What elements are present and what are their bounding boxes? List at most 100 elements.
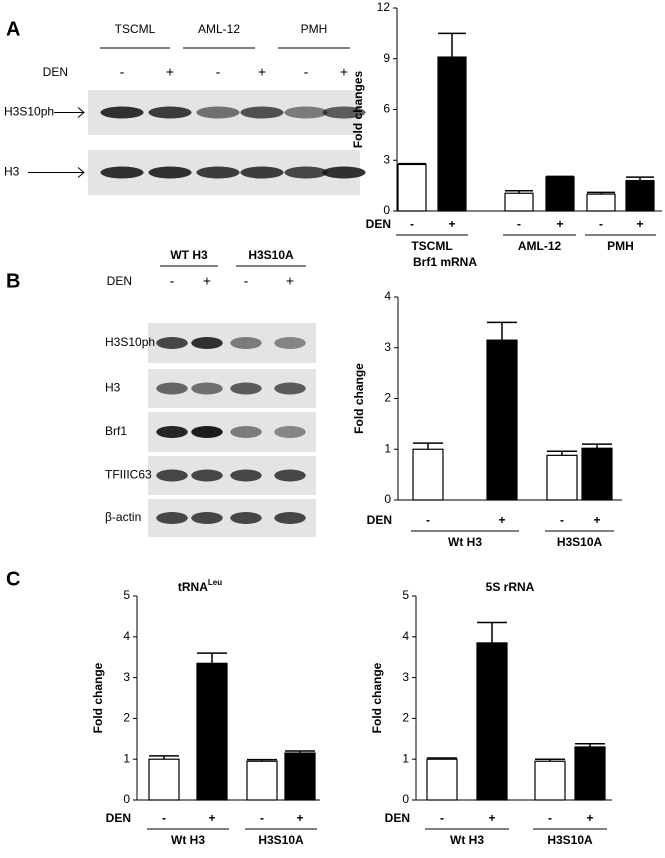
bar [581,447,613,501]
blot-band [196,106,240,119]
x-tick-label: - [260,811,264,825]
den-label: DEN [367,513,392,527]
group-label: Wt H3 [171,833,205,847]
den-sign: - [170,273,175,289]
den-sign: + [166,64,174,80]
bar [545,176,575,212]
y-tick-label: 5 [402,588,409,602]
bar [486,339,518,501]
group-label: H3S10A [547,833,593,847]
den-sign: + [258,64,266,80]
bar [586,193,616,212]
blot-band [274,337,306,349]
blot-band [322,166,366,179]
y-tick-label: 9 [383,51,390,65]
blot-band [274,426,306,438]
group-label: H3S10A [258,833,304,847]
arrow [54,107,85,118]
x-tick-label: - [162,811,166,825]
bar [196,662,228,801]
blot-band [274,469,306,482]
blot-band [156,469,188,482]
lane-group-label: PMH [301,22,328,36]
y-axis-label: Fold changes [351,71,365,149]
bar [504,192,534,212]
y-tick-label: 0 [123,792,130,806]
den-label: DEN [106,811,131,825]
x-tick-label: - [410,217,414,231]
blot-band [196,166,240,179]
chart-title: 5S rRNA [486,580,535,594]
blot-row-label: H3 [4,165,20,179]
title-text: 5S rRNA [486,580,535,594]
x-tick-label: - [440,811,444,825]
blot-band [274,382,306,395]
blot-row-label: TFIIIC63 [105,468,152,482]
panel-label: B [6,270,20,292]
y-tick-label: 3 [123,670,130,684]
x-tick-label: + [498,513,505,527]
x-tick-label: + [586,811,593,825]
den-label: DEN [385,811,410,825]
den-sign: - [244,273,249,289]
x-tick-label: + [208,811,215,825]
den-sign: + [286,273,294,289]
group-label: H3S10A [557,535,603,549]
y-tick-label: 2 [123,711,130,725]
y-tick-label: 0 [402,792,409,806]
x-tick-label: - [548,811,552,825]
y-tick-label: 3 [383,152,390,166]
blot-row-label: β-actin [105,510,141,524]
y-tick-label: 0 [383,203,390,217]
y-tick-label: 1 [384,441,391,455]
blot-band [230,426,262,438]
lane-group-label: H3S10A [248,248,294,262]
group-label: PMH [607,239,634,253]
chart-title: Brf1 mRNA [413,255,477,269]
x-tick-label: - [426,513,430,527]
blot-band [191,512,223,524]
x-tick-label: - [517,217,521,231]
blot-row-label: H3S10ph [105,335,155,349]
den-label: DEN [107,274,132,288]
den-label: DEN [43,65,68,79]
blot-band [230,337,262,349]
blot-band [322,106,366,119]
bar [148,758,180,801]
bar [534,760,566,801]
bar [426,758,458,801]
den-sign: - [120,64,125,80]
blot-band [156,426,188,438]
blot-band [274,512,306,524]
title-text: Brf1 mRNA [413,255,477,269]
chart-title: tRNALeu [178,578,222,594]
title-text: tRNA [178,580,208,594]
y-tick-label: 2 [384,391,391,405]
group-label: TSCML [411,239,452,253]
y-tick-label: 12 [377,0,391,14]
bar [476,642,508,801]
group-label: Wt H3 [448,535,482,549]
y-axis-label: Fold change [370,662,384,733]
blot-band [191,382,223,395]
panel-label: C [6,568,20,590]
group-label: Wt H3 [450,833,484,847]
y-tick-label: 2 [402,711,409,725]
blot-band [230,382,262,395]
blot-band [148,166,192,179]
bar [625,179,655,212]
x-tick-label: - [560,513,564,527]
title-superscript: Leu [208,578,222,587]
den-sign: + [203,273,211,289]
blot-band [284,106,328,119]
group-label: AML-12 [518,239,562,253]
x-tick-label: + [593,513,600,527]
lane-group-label: TSCML [115,22,156,36]
x-tick-label: + [556,217,563,231]
blot-band [240,106,284,119]
blot-band [230,512,262,524]
blot-row-label: H3 [105,381,121,395]
bar [284,752,316,801]
